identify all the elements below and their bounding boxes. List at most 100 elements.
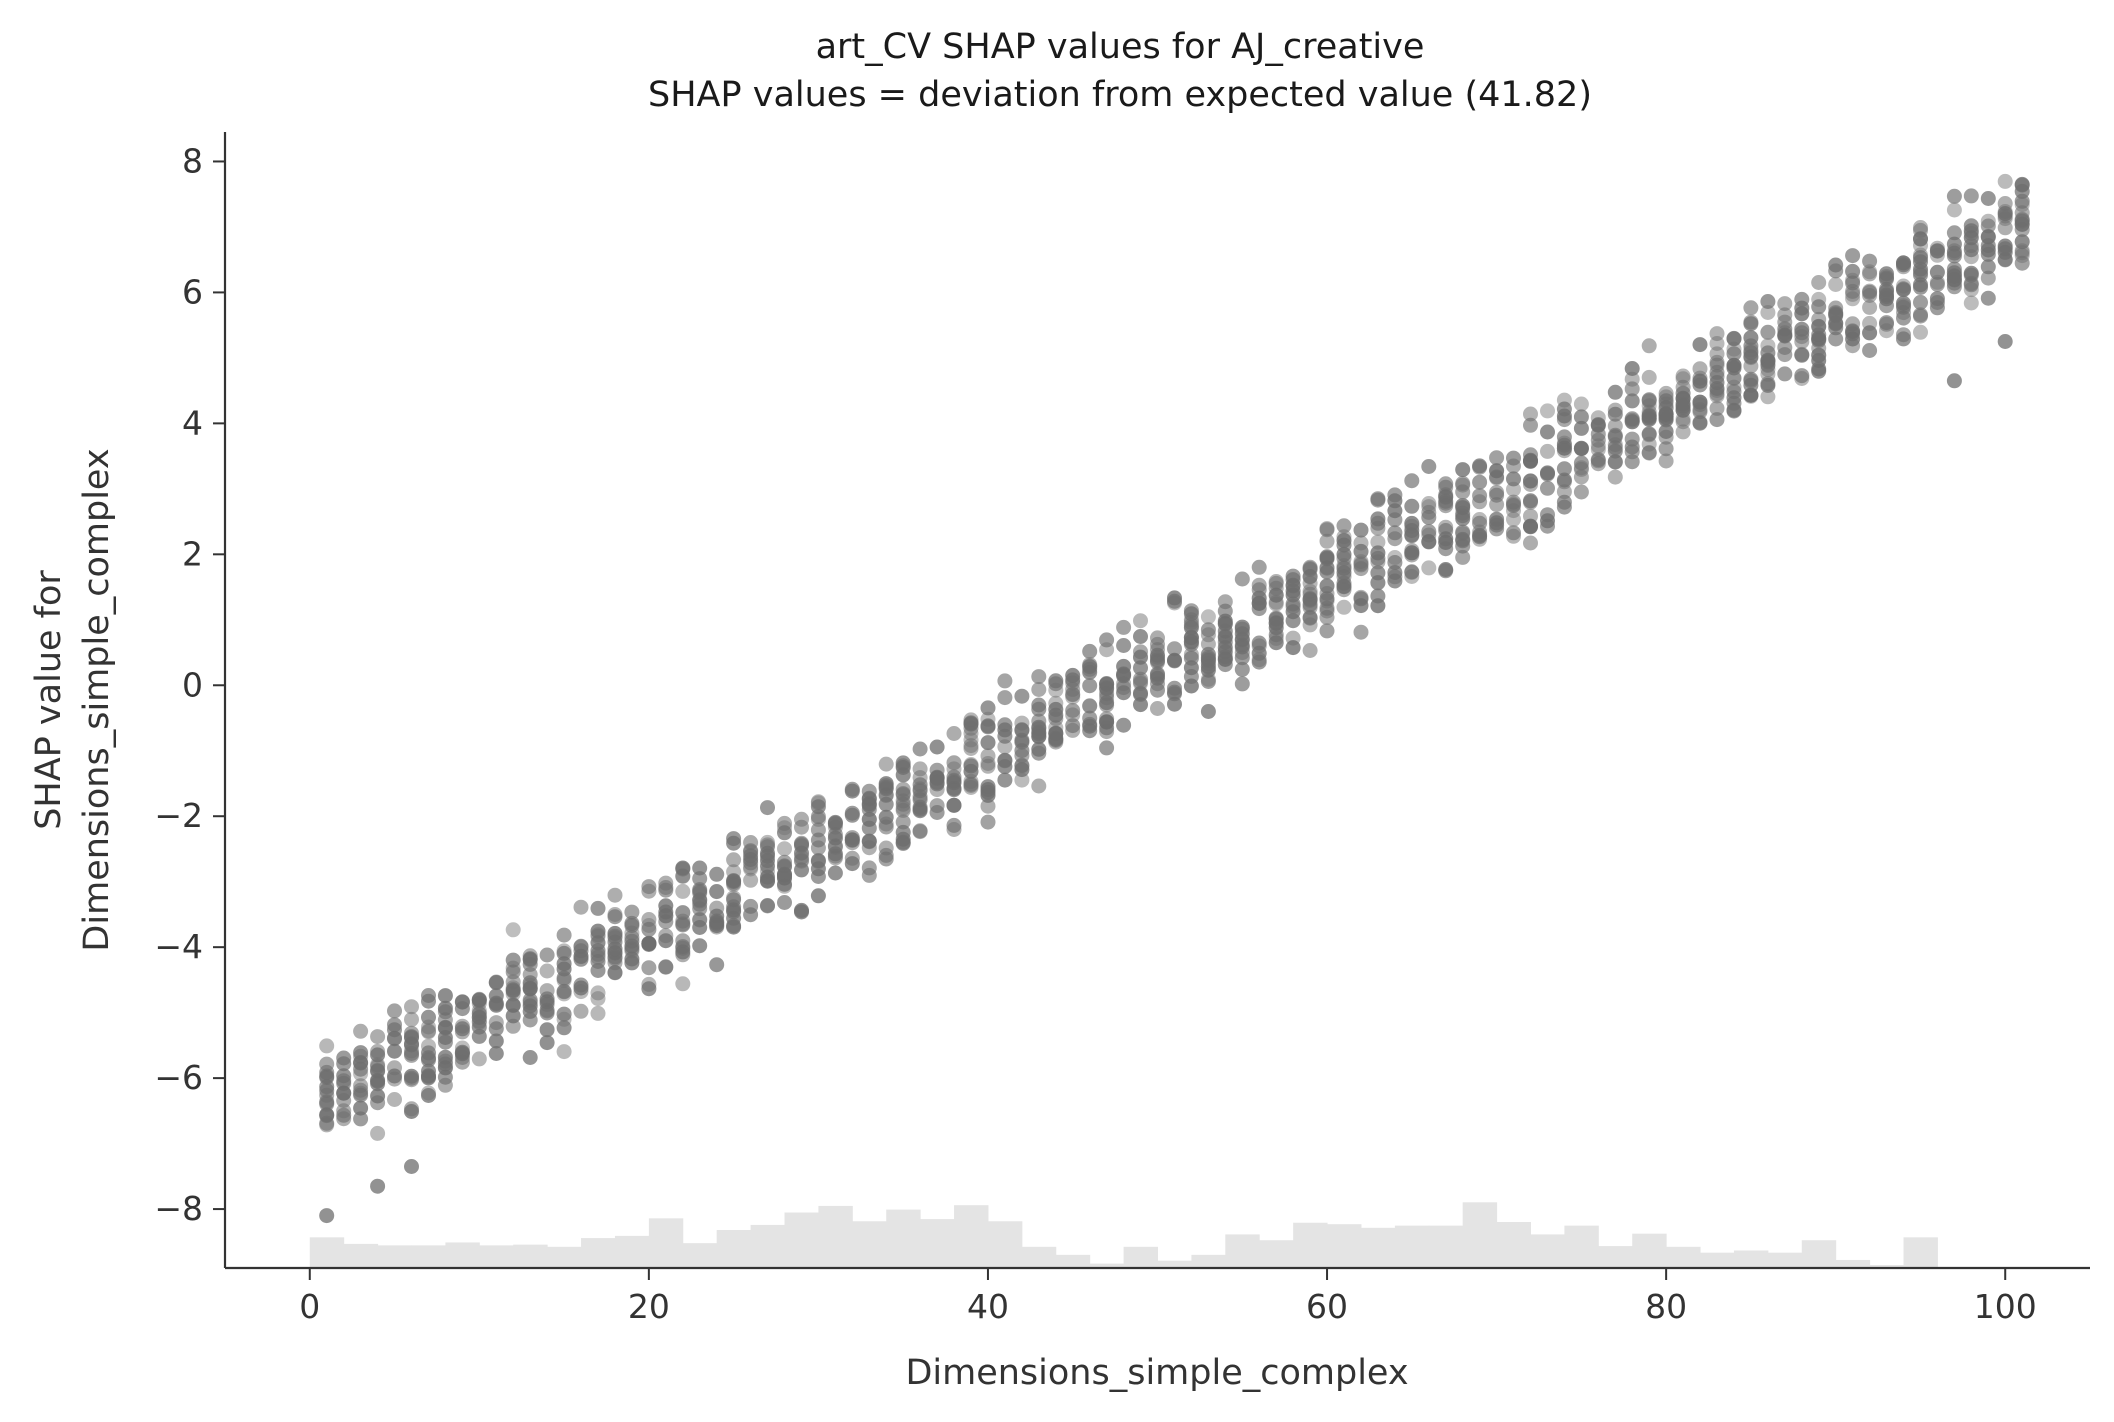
data-point bbox=[437, 1069, 453, 1085]
data-point bbox=[878, 756, 894, 772]
data-point bbox=[590, 985, 606, 1001]
data-point bbox=[1183, 603, 1199, 619]
data-point bbox=[1302, 643, 1318, 658]
data-point bbox=[1896, 305, 1911, 321]
data-point bbox=[1099, 632, 1115, 648]
data-point bbox=[1489, 487, 1505, 503]
data-point bbox=[1777, 366, 1793, 382]
data-point bbox=[692, 860, 708, 876]
data-point bbox=[1217, 616, 1233, 631]
data-point bbox=[437, 1034, 453, 1050]
data-point bbox=[1845, 275, 1861, 291]
data-point bbox=[1099, 676, 1115, 691]
data-point bbox=[421, 1063, 436, 1079]
data-point bbox=[1268, 635, 1284, 651]
data-point bbox=[1794, 371, 1810, 386]
data-point bbox=[1523, 406, 1538, 422]
data-point bbox=[522, 977, 538, 993]
data-point bbox=[1251, 590, 1267, 606]
data-point bbox=[1980, 270, 1996, 286]
data-point bbox=[895, 767, 911, 783]
data-point bbox=[1455, 484, 1471, 500]
data-point bbox=[387, 1043, 402, 1059]
data-point bbox=[1811, 353, 1827, 368]
data-point bbox=[1082, 678, 1098, 694]
data-point bbox=[895, 755, 911, 771]
data-point bbox=[1506, 458, 1521, 474]
data-point bbox=[1760, 294, 1776, 309]
data-point bbox=[1421, 534, 1437, 549]
histogram-bar bbox=[682, 1243, 718, 1268]
data-point bbox=[1794, 368, 1810, 384]
data-point bbox=[1251, 601, 1267, 617]
data-point bbox=[1370, 598, 1386, 614]
data-point bbox=[1726, 358, 1742, 373]
data-point bbox=[810, 794, 826, 810]
data-point bbox=[1980, 191, 1996, 206]
data-point bbox=[1217, 640, 1233, 656]
data-point bbox=[675, 913, 691, 929]
data-point bbox=[1234, 650, 1250, 666]
data-point bbox=[1845, 263, 1861, 279]
data-point bbox=[658, 933, 674, 949]
data-point bbox=[573, 899, 589, 915]
data-point bbox=[1879, 284, 1894, 300]
data-point bbox=[726, 918, 742, 934]
data-point bbox=[794, 862, 809, 878]
data-point bbox=[997, 690, 1013, 706]
data-point bbox=[624, 904, 640, 920]
data-point bbox=[827, 827, 843, 842]
data-point bbox=[1946, 275, 1962, 291]
data-point bbox=[1828, 307, 1844, 323]
data-point bbox=[1692, 373, 1708, 389]
data-point bbox=[1980, 242, 1996, 258]
data-point bbox=[861, 811, 877, 827]
histogram-bar bbox=[750, 1224, 785, 1268]
data-point bbox=[2014, 255, 2030, 271]
data-point bbox=[777, 841, 792, 857]
data-point bbox=[1641, 392, 1657, 408]
histogram-bar bbox=[1021, 1246, 1057, 1268]
data-point bbox=[1760, 305, 1776, 320]
data-point bbox=[1946, 373, 1962, 389]
histogram-bar bbox=[852, 1221, 887, 1268]
data-point bbox=[1133, 660, 1148, 676]
histogram-bar bbox=[343, 1243, 379, 1268]
data-point bbox=[1421, 496, 1437, 511]
histogram-bar bbox=[1632, 1233, 1667, 1268]
data-point bbox=[1065, 681, 1081, 697]
data-point bbox=[1573, 455, 1589, 471]
data-point bbox=[624, 943, 640, 959]
data-point bbox=[421, 1088, 436, 1103]
data-point bbox=[556, 927, 572, 943]
data-point bbox=[912, 741, 928, 757]
data-point bbox=[488, 1021, 504, 1037]
data-point bbox=[1540, 480, 1555, 496]
data-point bbox=[760, 800, 775, 816]
histogram-bar bbox=[1598, 1246, 1633, 1268]
data-point bbox=[997, 739, 1013, 755]
data-point bbox=[1370, 554, 1386, 570]
data-point bbox=[1421, 459, 1437, 474]
data-point bbox=[1726, 384, 1742, 400]
data-point bbox=[590, 900, 606, 916]
data-point bbox=[895, 814, 911, 830]
data-point bbox=[692, 882, 708, 898]
data-point bbox=[404, 1104, 419, 1119]
data-point bbox=[777, 895, 792, 910]
data-point bbox=[1556, 461, 1572, 477]
data-point bbox=[454, 994, 470, 1010]
data-point bbox=[1251, 559, 1267, 575]
data-point bbox=[539, 947, 555, 963]
data-point bbox=[1319, 560, 1335, 576]
data-point bbox=[1963, 275, 1979, 291]
data-point bbox=[1641, 408, 1657, 424]
data-point bbox=[1913, 277, 1928, 293]
data-point bbox=[1082, 710, 1098, 726]
data-point bbox=[370, 1095, 386, 1111]
data-point bbox=[1624, 361, 1640, 376]
data-point bbox=[1353, 589, 1369, 605]
data-point bbox=[980, 798, 996, 814]
data-point bbox=[1963, 188, 1979, 204]
data-point bbox=[1641, 338, 1657, 354]
